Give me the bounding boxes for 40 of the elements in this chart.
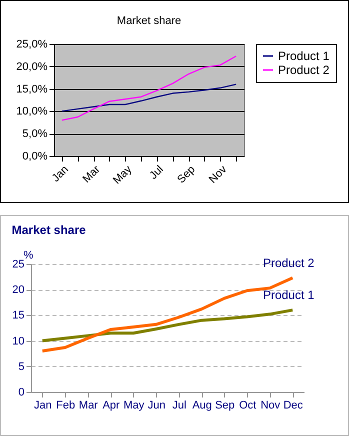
x-tick-label: May (123, 400, 145, 412)
y-tick-label: 5 (18, 360, 24, 373)
line-series (61, 55, 237, 121)
chart-title: Market share (116, 15, 182, 27)
x-tick-label: Dec (283, 400, 304, 412)
y-tick-label: 5,0% (22, 128, 48, 140)
y-tick-label: 20 (12, 284, 24, 296)
x-tick-label: Jun (148, 400, 166, 412)
y-tick-label: 15,0% (16, 83, 48, 96)
x-tick-label: Mar (80, 163, 103, 186)
x-tick-label: Jul (172, 400, 186, 412)
y-axis-title: % (24, 250, 34, 262)
x-tick-label: May (111, 163, 135, 187)
chart-title: Market share (12, 223, 86, 237)
legend-label: Product 1 (278, 49, 330, 63)
series-label: Product 1 (262, 288, 315, 302)
x-tick-label: Apr (102, 400, 120, 412)
x-tick-label: Nov (260, 400, 281, 412)
y-tick-label: 10 (12, 335, 24, 348)
x-tick-label: Sep (215, 400, 235, 412)
x-tick-label: Feb (56, 400, 76, 412)
y-tick-label: 20,0% (16, 60, 48, 73)
x-tick-label: Jan (50, 164, 71, 185)
y-tick-label: 0,0% (22, 150, 48, 162)
legend-label: Product 2 (278, 63, 330, 77)
y-tick-label: 10,0% (16, 106, 48, 118)
x-tick-label: Sep (175, 164, 198, 186)
x-tick-label: Aug (192, 400, 212, 412)
x-tick-label: Nov (206, 163, 230, 186)
y-tick-label: 15 (12, 310, 24, 322)
x-tick-label: Oct (239, 400, 256, 412)
series-label: Product 2 (262, 256, 315, 270)
y-tick-label: 0 (18, 386, 24, 398)
line-series (61, 84, 237, 112)
y-tick-label: 25,0% (16, 38, 48, 50)
line-series (40, 308, 294, 342)
x-tick-label: Jan (34, 400, 52, 412)
x-tick-label: Jul (147, 164, 166, 182)
y-tick-label: 25 (12, 258, 24, 270)
x-tick-label: Mar (78, 400, 98, 412)
